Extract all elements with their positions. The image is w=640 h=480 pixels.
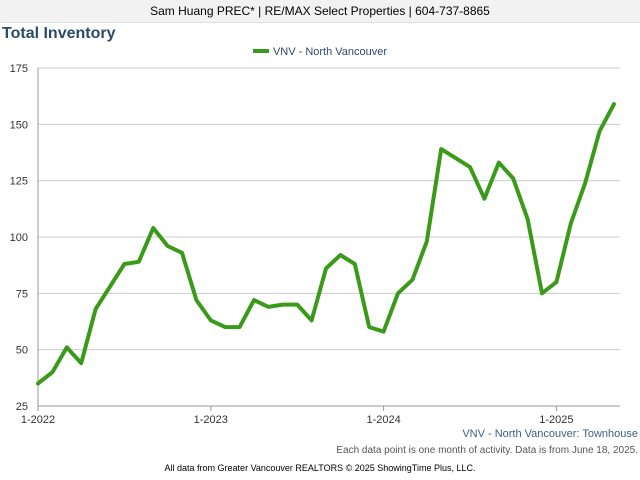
data-point <box>511 176 515 180</box>
data-point <box>583 181 587 185</box>
data-point <box>266 305 270 309</box>
data-point <box>612 102 616 106</box>
footer-note: Each data point is one month of activity… <box>336 445 638 456</box>
data-point <box>338 253 342 257</box>
data-point <box>180 251 184 255</box>
footer-credit: All data from Greater Vancouver REALTORS… <box>164 463 476 473</box>
legend-swatch <box>252 49 269 54</box>
y-tick-label: 100 <box>10 232 28 244</box>
data-point <box>540 291 544 295</box>
data-point <box>554 280 558 284</box>
data-point <box>396 291 400 295</box>
data-point <box>151 226 155 230</box>
data-point <box>468 165 472 169</box>
data-point <box>209 318 213 322</box>
data-point <box>122 262 126 266</box>
data-point <box>223 325 227 329</box>
data-point <box>367 325 371 329</box>
data-point <box>295 303 299 307</box>
y-tick-label: 75 <box>16 288 28 300</box>
data-point <box>382 330 386 334</box>
data-point <box>497 161 501 165</box>
x-tick-label: 1-2025 <box>539 414 573 426</box>
data-point <box>79 361 83 365</box>
data-point <box>482 197 486 201</box>
data-point <box>137 260 141 264</box>
data-point <box>324 267 328 271</box>
data-point <box>425 240 429 244</box>
x-tick-label: 1-2024 <box>366 414 400 426</box>
data-point <box>194 298 198 302</box>
data-point <box>439 147 443 151</box>
y-tick-label: 150 <box>10 119 28 131</box>
header-bar: Sam Huang PREC* | RE/MAX Select Properti… <box>0 0 640 23</box>
data-point <box>281 303 285 307</box>
chart-legend[interactable]: VNV - North Vancouver <box>0 46 640 58</box>
data-point <box>238 325 242 329</box>
data-point <box>410 278 414 282</box>
data-point <box>36 381 40 385</box>
data-point <box>598 129 602 133</box>
data-point <box>50 370 54 374</box>
data-point <box>252 298 256 302</box>
y-tick-label: 50 <box>16 345 28 357</box>
data-point <box>454 156 458 160</box>
y-tick-label: 125 <box>10 176 28 188</box>
data-point <box>94 307 98 311</box>
header-text: Sam Huang PREC* | RE/MAX Select Properti… <box>150 4 490 18</box>
data-point <box>108 285 112 289</box>
x-tick-label: 1-2022 <box>21 414 55 426</box>
chart-title: Total Inventory <box>2 25 116 42</box>
data-point <box>65 345 69 349</box>
footer-series-label: VNV - North Vancouver: Townhouse <box>462 428 638 440</box>
data-point <box>166 244 170 248</box>
series-line <box>36 102 616 386</box>
data-point <box>310 318 314 322</box>
y-tick-label: 175 <box>10 63 28 75</box>
legend-label: VNV - North Vancouver <box>272 46 388 58</box>
data-point <box>526 217 530 221</box>
y-tick-label: 25 <box>16 401 28 413</box>
x-tick-label: 1-2023 <box>194 414 228 426</box>
data-point <box>569 221 573 225</box>
data-point <box>353 262 357 266</box>
